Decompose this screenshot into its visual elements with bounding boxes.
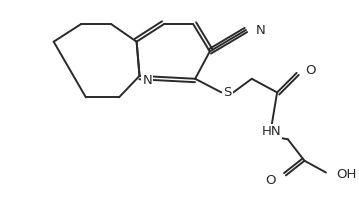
Text: S: S <box>223 86 232 99</box>
Text: N: N <box>143 74 152 87</box>
Text: O: O <box>266 174 276 187</box>
Text: N: N <box>256 24 265 37</box>
Text: O: O <box>306 64 316 77</box>
Text: HN: HN <box>261 125 281 138</box>
Text: OH: OH <box>337 168 357 181</box>
